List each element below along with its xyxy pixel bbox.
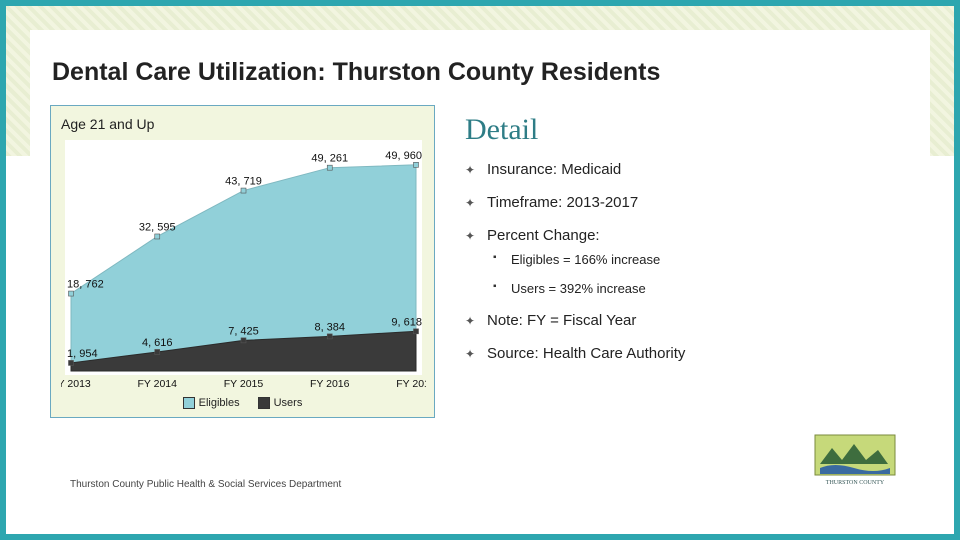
area-chart: 18, 762 32, 595 43, 719 49, 261 49, 960 1, 95… bbox=[61, 138, 426, 393]
svg-text:FY 2015: FY 2015 bbox=[224, 378, 264, 390]
legend-label-users: Users bbox=[274, 397, 303, 409]
detail-heading: Detail bbox=[465, 113, 910, 147]
content-panel: Dental Care Utilization: Thurston County… bbox=[30, 30, 930, 510]
detail-list: Insurance: Medicaid Timeframe: 2013-2017… bbox=[465, 161, 910, 362]
svg-text:8, 384: 8, 384 bbox=[314, 321, 345, 333]
footer-text: Thurston County Public Health & Social S… bbox=[70, 479, 341, 490]
logo: THURSTON COUNTY bbox=[814, 434, 896, 488]
svg-text:FY 2014: FY 2014 bbox=[137, 378, 177, 390]
slide: Dental Care Utilization: Thurston County… bbox=[0, 0, 960, 540]
detail-pc-users: Users = 392% increase bbox=[487, 281, 910, 296]
svg-text:FY 2016: FY 2016 bbox=[310, 378, 350, 390]
svg-text:FY 2013: FY 2013 bbox=[61, 378, 91, 390]
svg-text:18, 762: 18, 762 bbox=[67, 279, 104, 291]
page-title: Dental Care Utilization: Thurston County… bbox=[52, 58, 910, 87]
detail-panel: Detail Insurance: Medicaid Timeframe: 20… bbox=[465, 105, 910, 418]
legend-item-eligibles: Eligibles bbox=[183, 397, 240, 409]
svg-text:1, 954: 1, 954 bbox=[67, 348, 98, 360]
swatch-eligibles bbox=[183, 397, 195, 409]
svg-text:7, 425: 7, 425 bbox=[228, 325, 259, 337]
chart-title: Age 21 and Up bbox=[61, 116, 424, 132]
svg-text:4, 616: 4, 616 bbox=[142, 337, 173, 349]
detail-pc-eligibles: Eligibles = 166% increase bbox=[487, 252, 910, 267]
logo-text: THURSTON COUNTY bbox=[826, 480, 885, 486]
svg-text:43, 719: 43, 719 bbox=[225, 176, 262, 188]
svg-text:FY 2017: FY 2017 bbox=[396, 378, 426, 390]
svg-text:32, 595: 32, 595 bbox=[139, 221, 176, 233]
detail-percent-change: Percent Change: Eligibles = 166% increas… bbox=[465, 227, 910, 296]
swatch-users bbox=[258, 397, 270, 409]
detail-timeframe: Timeframe: 2013-2017 bbox=[465, 194, 910, 211]
svg-text:49, 261: 49, 261 bbox=[311, 153, 348, 165]
svg-text:49, 960: 49, 960 bbox=[385, 150, 422, 162]
inner-panel: Dental Care Utilization: Thurston County… bbox=[50, 50, 910, 498]
detail-note: Note: FY = Fiscal Year bbox=[465, 312, 910, 329]
chart-card: Age 21 and Up 18, 762 32, 595 43, 719 49, 2… bbox=[50, 105, 435, 418]
svg-text:9, 618: 9, 618 bbox=[391, 316, 422, 328]
legend-label-eligibles: Eligibles bbox=[199, 397, 240, 409]
columns: Age 21 and Up 18, 762 32, 595 43, 719 49, 2… bbox=[50, 105, 910, 418]
detail-insurance: Insurance: Medicaid bbox=[465, 161, 910, 178]
chart-wrap: 18, 762 32, 595 43, 719 49, 261 49, 960 1, 95… bbox=[61, 138, 424, 393]
legend-item-users: Users bbox=[258, 397, 303, 409]
legend: Eligibles Users bbox=[61, 397, 424, 409]
detail-pc-label: Percent Change: bbox=[487, 227, 600, 244]
detail-source: Source: Health Care Authority bbox=[465, 345, 910, 362]
detail-sublist: Eligibles = 166% increase Users = 392% i… bbox=[487, 252, 910, 296]
